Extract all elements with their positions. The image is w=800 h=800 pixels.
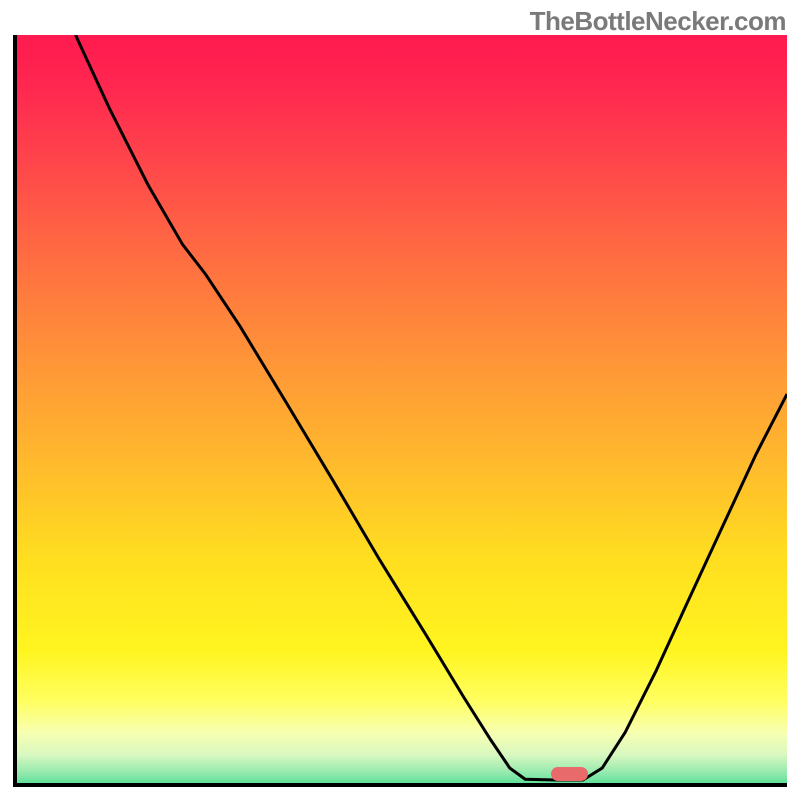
plot-area xyxy=(13,35,787,787)
optimal-marker xyxy=(551,767,588,782)
watermark-text: TheBottleNecker.com xyxy=(530,6,786,37)
chart-container: TheBottleNecker.com xyxy=(0,0,800,800)
curve-path xyxy=(76,35,787,780)
bottleneck-curve xyxy=(17,35,787,783)
